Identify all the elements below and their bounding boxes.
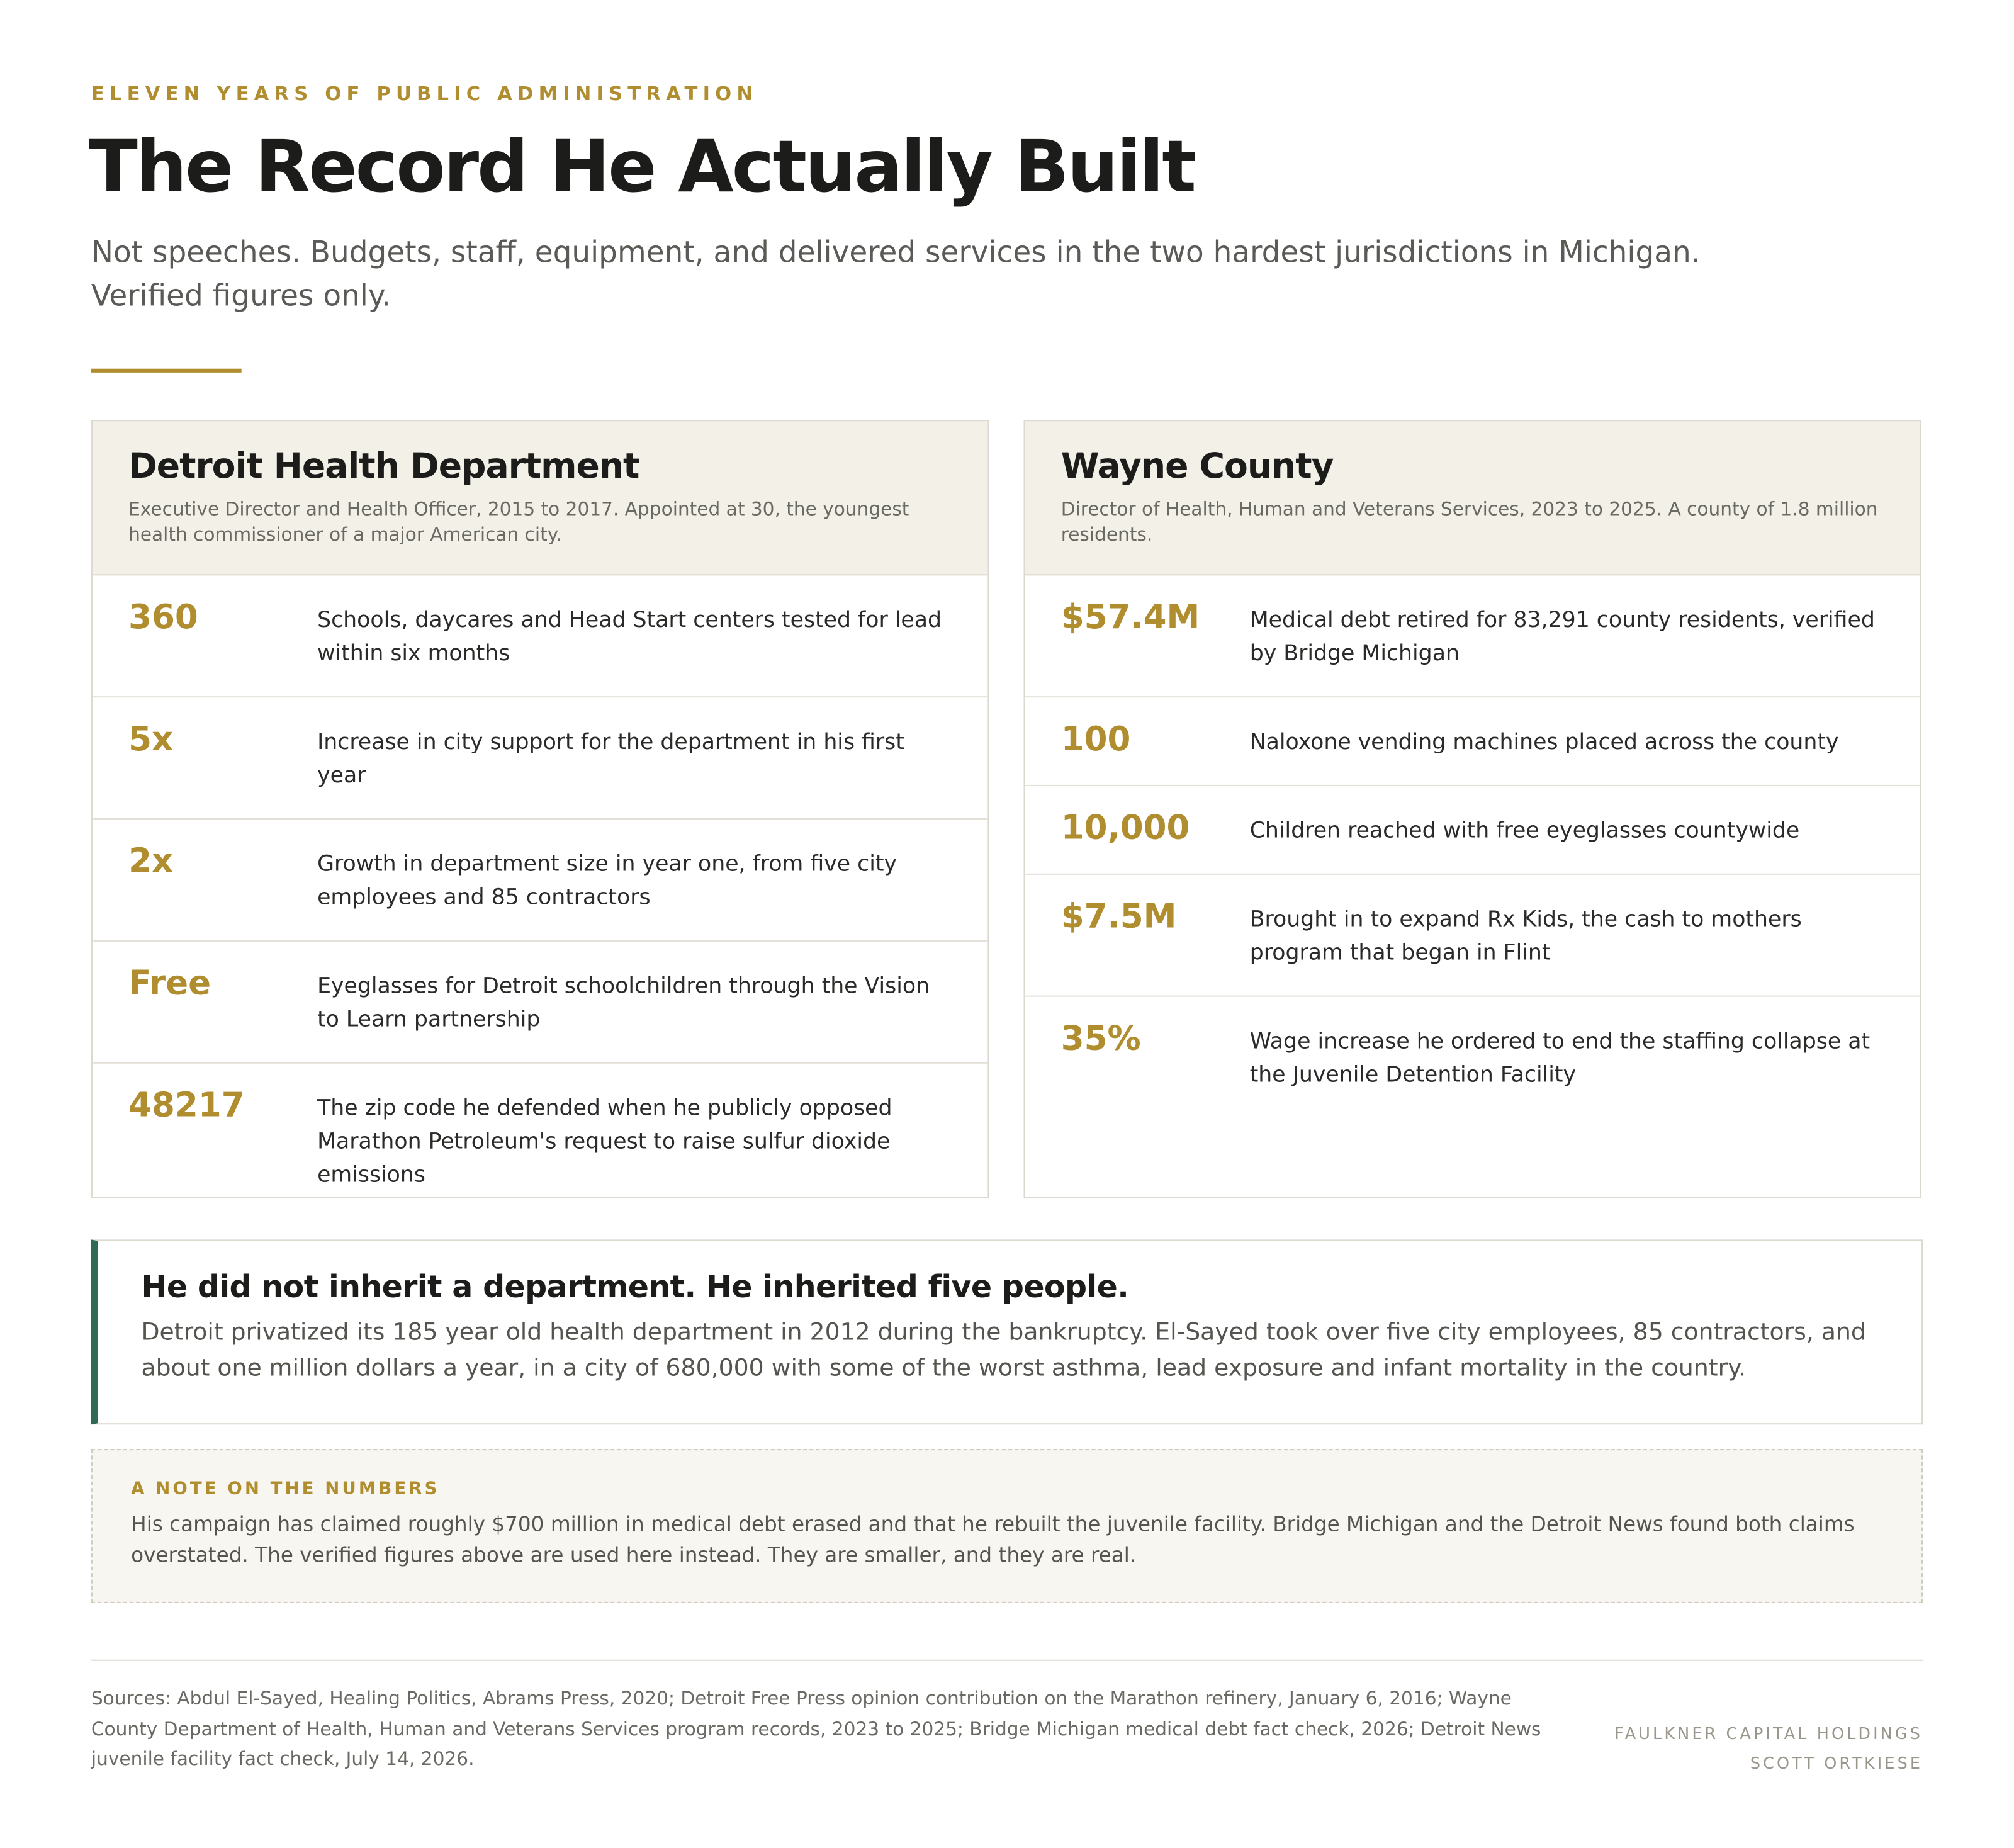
callout-text: Detroit privatized its 185 year old heal… [141,1319,1866,1382]
stat-row: 48217 The zip code he defended when he pu… [93,1064,987,1218]
note-title: A NOTE ON THE NUMBERS [131,1478,440,1499]
stat-text: Growth in department size in year one, f… [317,852,897,911]
callout: He did not inherit a department. He inhe… [91,1239,1923,1425]
note-text: His campaign has claimed roughly $700 mi… [131,1512,1855,1567]
card-header: Wayne County Director of Health, Human an… [1025,421,1920,576]
stat-text: Eyeglasses for Detroit schoolchildren th… [317,973,930,1033]
stat-text: Children reached with free eyeglasses co… [1249,818,1800,844]
credits: FAULKNER CAPITAL HOLDINGS SCOTT ORTKIESE [1614,1719,1923,1778]
card-header: Detroit Health Department Executive Direc… [92,421,988,576]
stat-row: 10,000 Children reached with free eyeglas… [1025,786,1920,875]
divider [91,1659,1923,1661]
stat-figure: Free [128,964,211,1003]
credit: SCOTT ORTKIESE [1750,1753,1923,1773]
stat-row: $57.4M Medical debt retired for 83,291 co… [1025,575,1920,698]
stat-text: Wage increase he ordered to end the staf… [1249,1028,1871,1088]
stat-figure: 100 [1060,720,1131,760]
stat-text: Schools, daycares and Head Start centers… [317,607,942,667]
stat-text: Naloxone vending machines placed across … [1249,730,1839,755]
note: A NOTE ON THE NUMBERS His campaign has c… [91,1449,1923,1603]
stat-figure: 360 [128,599,198,638]
stat-row: 2x Growth in department size in year one,… [92,820,988,942]
eyebrow: ELEVEN YEARS OF PUBLIC ADMINISTRATION [91,82,758,106]
callout-title: He did not inherit a department. He inhe… [141,1269,1129,1305]
title: The Record He Actually Built [88,125,1196,210]
stat-figure: 10,000 [1060,809,1190,848]
stat-row: 5x Increase in city support for the depar… [92,697,988,820]
card: Wayne County Director of Health, Human an… [1023,420,1922,1199]
stat-row: 360 Schools, daycares and Head Start cent… [92,575,988,698]
stat-text: Brought in to expand Rx Kids, the cash t… [1249,906,1802,966]
stat-figure: 5x [128,720,174,760]
accent-rule [91,368,242,373]
stat-text: The zip code he defended when he publicl… [317,1095,892,1188]
card-subtitle: Executive Director and Health Officer, 2… [128,499,909,546]
stat-figure: $7.5M [1060,898,1177,937]
credit: FAULKNER CAPITAL HOLDINGS [1614,1723,1923,1744]
stat-figure: $57.4M [1060,599,1200,638]
card-subtitle: Director of Health, Human and Veterans S… [1060,499,1878,546]
stat-row: Free Eyeglasses for Detroit schoolchildre… [92,942,988,1064]
stat-figure: 48217 [128,1086,245,1125]
subtitle: Not speeches. Budgets, staff, equipment,… [91,236,1701,313]
sources: Sources: Abdul El-Sayed, Healing Politic… [91,1689,1541,1771]
stat-row: 35% Wage increase he ordered to end the s… [1025,997,1920,1118]
card: Detroit Health Department Executive Direc… [91,420,989,1199]
stat-figure: 35% [1060,1020,1141,1059]
stat-figure: 2x [128,842,174,881]
stat-row: $7.5M Brought in to expand Rx Kids, the c… [1025,875,1920,997]
card-title: Detroit Health Department [128,447,639,487]
stat-text: Medical debt retired for 83,291 county r… [1249,607,1875,667]
stat-text: Increase in city support for the departm… [317,730,904,789]
stat-row: 100 Naloxone vending machines placed acro… [1025,697,1920,786]
card-title: Wayne County [1060,447,1334,487]
